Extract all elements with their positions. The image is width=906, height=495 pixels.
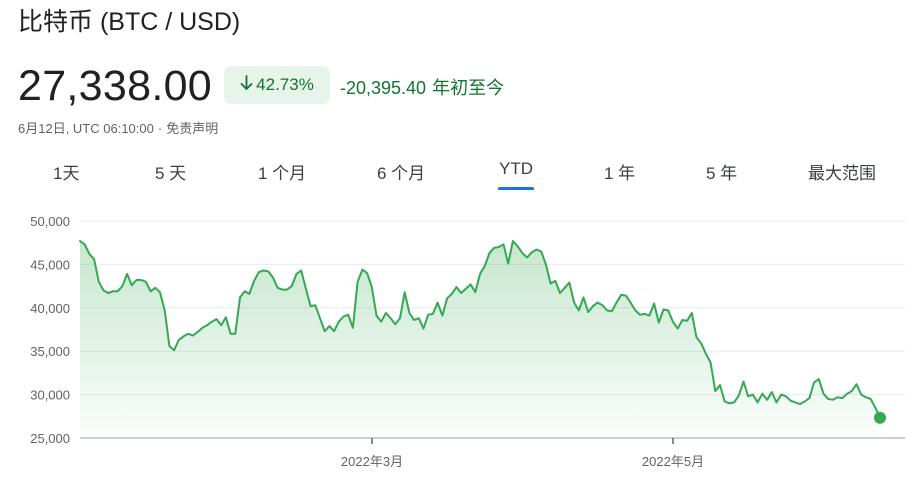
price-line	[79, 240, 881, 419]
y-tick-label: 30,000	[30, 388, 70, 403]
arrow-down-icon	[240, 74, 253, 96]
tab-1-day[interactable]: 1天	[53, 164, 80, 183]
y-tick-label: 45,000	[30, 257, 70, 272]
change-period: 年初至今	[432, 78, 505, 98]
separator-dot: ·	[157, 121, 163, 136]
tab-5-year[interactable]: 5 年	[706, 164, 738, 183]
y-tick-label: 35,000	[30, 344, 70, 359]
tab-1-year[interactable]: 1 年	[604, 164, 636, 183]
disclaimer-link[interactable]: 免责声明	[166, 121, 219, 136]
price-chart[interactable]: 50,000 45,000 40,000 35,000 30,000 25,000 2022…	[0, 200, 906, 490]
y-tick-label: 40,000	[30, 301, 70, 316]
timestamp: 6月12日, UTC 06:10:00	[18, 121, 154, 136]
timestamp-line: 6月12日, UTC 06:10:00 · 免责声明	[18, 118, 218, 137]
active-tab-indicator	[498, 187, 534, 190]
tab-max[interactable]: 最大范围	[808, 164, 876, 183]
y-tick-label: 50,000	[30, 214, 70, 229]
tab-6-month[interactable]: 6 个月	[377, 164, 426, 183]
tab-5-day[interactable]: 5 天	[155, 164, 187, 183]
change-amount: -20,395.40	[340, 78, 427, 98]
range-tabs: 1天 5 天 1 个月 6 个月 YTD 1 年 5 年 最大范围	[0, 148, 906, 192]
price-area-fill	[80, 241, 880, 438]
x-tick-label: 2022年3月	[341, 454, 403, 469]
current-price-dot	[874, 411, 886, 424]
change-percent-badge: 42.73%	[224, 66, 330, 104]
tab-ytd[interactable]: YTD	[499, 159, 533, 178]
page-title: 比特币 (BTC / USD)	[18, 8, 241, 36]
tab-1-month[interactable]: 1 个月	[258, 164, 307, 183]
change-percent: 42.73%	[256, 75, 314, 94]
x-tick-label: 2022年5月	[642, 454, 704, 469]
current-price: 27,338.00	[18, 62, 212, 110]
change-summary: -20,395.40 年初至今	[340, 74, 504, 100]
y-tick-label: 25,000	[30, 431, 70, 446]
